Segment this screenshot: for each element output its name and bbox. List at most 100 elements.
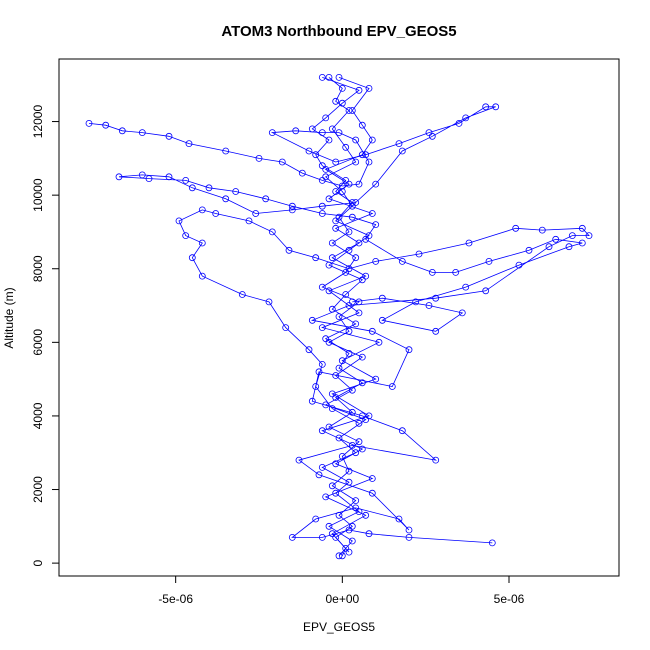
data-point <box>462 114 470 122</box>
data-point <box>515 261 523 269</box>
data-point <box>345 349 353 357</box>
series-line <box>178 209 590 544</box>
data-point <box>545 243 553 251</box>
data-point <box>308 316 316 324</box>
data-point <box>538 226 546 234</box>
data-point <box>362 416 370 424</box>
data-point <box>318 324 326 332</box>
data-point <box>85 120 93 127</box>
data-point <box>318 463 326 471</box>
data-point <box>165 173 173 181</box>
data-point <box>428 268 436 276</box>
data-point <box>365 85 373 92</box>
y-axis: 0 2000 4000 6000 8000 10000 12000 <box>31 105 60 566</box>
y-tick-label: 2000 <box>31 476 45 503</box>
data-point <box>262 195 270 203</box>
data-point <box>578 224 586 232</box>
data-point <box>318 360 326 368</box>
data-point <box>222 195 230 203</box>
data-point <box>288 534 296 541</box>
data-point <box>432 294 440 302</box>
data-point <box>355 239 363 247</box>
data-point <box>322 493 330 501</box>
data-point <box>348 213 356 221</box>
series-layer <box>85 74 593 560</box>
data-point <box>295 456 303 464</box>
data-point <box>415 250 423 258</box>
data-point <box>525 246 533 254</box>
data-point <box>362 272 370 280</box>
data-point <box>308 125 316 133</box>
data-point <box>332 188 340 195</box>
data-point <box>358 121 366 129</box>
data-point <box>118 127 126 135</box>
data-point <box>405 534 413 541</box>
data-point <box>395 515 403 523</box>
x-axis-label: EPV_GEOS5 <box>303 620 375 634</box>
data-point <box>315 368 323 376</box>
data-point <box>338 85 346 92</box>
series-2 <box>175 206 593 547</box>
data-point <box>198 239 206 247</box>
data-point <box>398 427 406 435</box>
data-point <box>355 419 363 427</box>
data-point <box>328 390 336 398</box>
data-point <box>338 99 346 107</box>
data-point <box>332 460 340 468</box>
data-point <box>372 221 380 229</box>
data-point <box>312 151 320 159</box>
data-point <box>362 511 370 519</box>
data-point <box>352 497 360 505</box>
data-point <box>278 158 286 166</box>
series-1 <box>322 74 373 560</box>
y-axis-label: Altitude (m) <box>2 287 16 348</box>
data-point <box>355 180 363 188</box>
data-point <box>325 338 333 346</box>
data-point <box>332 489 340 497</box>
data-point <box>485 257 493 265</box>
data-point <box>328 125 336 133</box>
data-point <box>325 136 333 144</box>
data-point <box>332 372 340 379</box>
x-tick-label: 0e+00 <box>325 592 359 606</box>
data-point <box>358 151 366 159</box>
data-point <box>428 132 436 140</box>
data-point <box>492 103 500 111</box>
data-point <box>328 254 336 262</box>
data-point <box>432 456 440 464</box>
data-point <box>388 383 396 390</box>
data-point <box>318 202 326 210</box>
data-point <box>308 397 316 405</box>
data-point <box>565 243 573 251</box>
data-point <box>165 132 173 140</box>
series-line <box>324 77 370 556</box>
data-point <box>372 257 380 265</box>
data-point <box>322 173 330 181</box>
data-point <box>345 526 353 534</box>
data-point <box>512 224 520 232</box>
data-point <box>268 228 276 236</box>
data-point <box>398 257 406 265</box>
data-point <box>462 283 470 291</box>
data-point <box>325 423 333 431</box>
data-point <box>188 184 196 192</box>
data-point <box>378 316 386 324</box>
data-point <box>412 298 420 306</box>
data-point <box>138 129 146 137</box>
data-point <box>342 268 350 276</box>
data-point <box>338 452 346 460</box>
data-point <box>585 232 593 240</box>
data-point <box>285 246 293 254</box>
data-point <box>348 199 356 206</box>
data-point <box>328 482 336 490</box>
data-point <box>455 120 463 127</box>
data-point <box>222 147 230 155</box>
data-point <box>352 320 360 328</box>
data-point <box>368 210 376 217</box>
data-point <box>375 338 383 346</box>
data-point <box>252 210 260 217</box>
data-point <box>318 534 326 541</box>
data-point <box>372 375 380 383</box>
y-tick-label: 6000 <box>31 329 45 356</box>
